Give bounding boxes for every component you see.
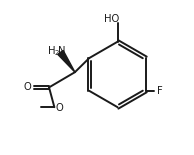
Polygon shape <box>58 50 75 72</box>
Text: N: N <box>58 46 65 56</box>
Text: O: O <box>56 103 64 113</box>
Text: F: F <box>157 86 163 96</box>
Text: HO: HO <box>104 14 119 24</box>
Text: 2: 2 <box>55 50 59 56</box>
Text: H: H <box>48 46 56 56</box>
Text: O: O <box>23 82 31 92</box>
